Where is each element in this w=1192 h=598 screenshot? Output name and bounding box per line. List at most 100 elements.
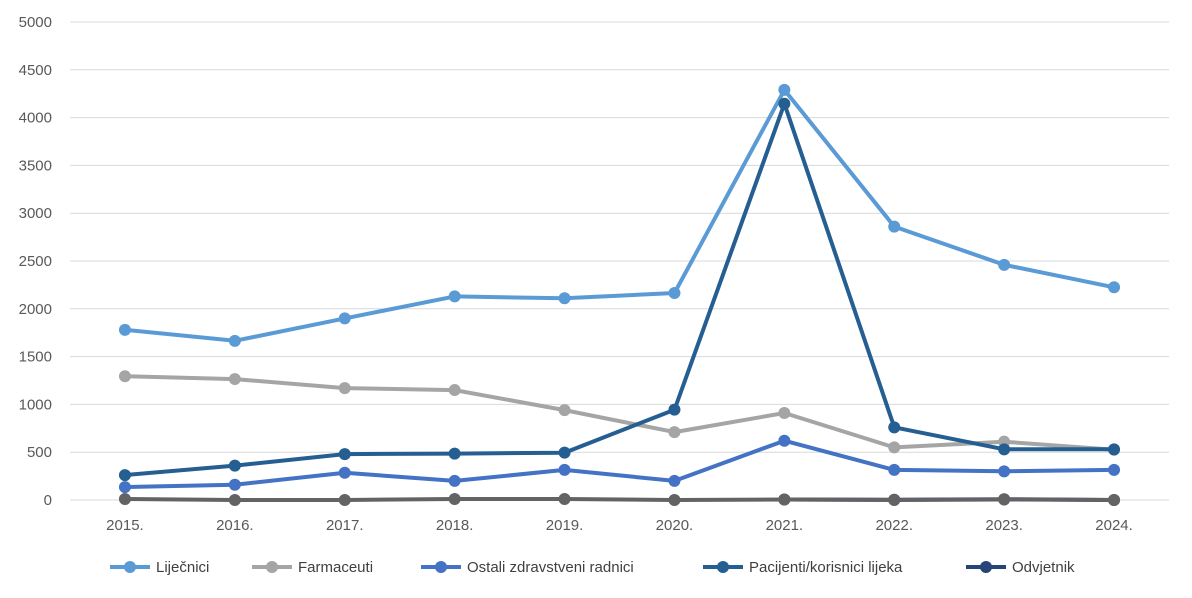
y-tick-label: 5000 [19,14,52,31]
data-point [558,463,571,476]
data-point [778,493,791,506]
x-tick-label: 2023. [985,517,1023,534]
legend-entry: Ostali zdravstveni radnici [421,559,634,576]
data-point [118,323,131,336]
legend-label: Ostali zdravstveni radnici [467,559,634,576]
legend-marker [980,561,992,573]
data-point [1108,281,1121,294]
data-point [778,97,791,110]
x-tick-label: 2024. [1095,517,1133,534]
data-point [338,382,351,395]
data-point [448,290,461,303]
x-axis-tick-labels: 2015. 2016. 2017. 2018. 2019. 2020. 2021. 2022.… [106,517,1133,534]
x-tick-label: 2017. [326,517,364,534]
data-point [1108,463,1121,476]
data-point [998,443,1011,456]
data-point [118,469,131,482]
series-2 [118,434,1121,494]
y-tick-label: 3500 [19,157,52,174]
data-point [668,494,681,506]
series-5 [118,493,1121,506]
y-axis-tick-labels: 0 500 1000 1500 2000 2500 3000 3500 4000 4500 5000 [19,14,52,509]
series-lines [118,83,1121,506]
gridlines [70,21,1169,501]
series-line [123,497,1116,502]
y-tick-label: 0 [44,492,52,509]
legend-entry: Liječnici [110,559,209,576]
legend-entry: Odvjetnik [966,559,1075,576]
x-tick-label: 2021. [766,517,804,534]
y-tick-label: 4500 [19,62,52,79]
legend-marker [266,561,278,573]
data-point [778,434,791,447]
y-tick-label: 4000 [19,110,52,127]
series-0 [118,83,1121,347]
data-point [448,447,461,460]
data-point [998,258,1011,271]
data-point [448,384,461,397]
data-point [118,370,131,383]
x-tick-label: 2016. [216,517,254,534]
data-point [888,463,901,476]
data-point [668,287,681,300]
legend-label: Farmaceuti [298,559,373,576]
data-point [118,481,131,494]
legend-marker [717,561,729,573]
y-tick-label: 1500 [19,349,52,366]
data-point [888,220,901,233]
legend-entry: Farmaceuti [252,559,373,576]
y-tick-label: 3000 [19,205,52,222]
legend-label: Pacijenti/korisnici lijeka [749,559,903,576]
data-point [338,466,351,479]
series-line [123,87,1116,343]
legend-marker [435,561,447,573]
data-point [338,312,351,325]
x-tick-label: 2022. [875,517,913,534]
data-point [228,373,241,386]
legend-label: Odvjetnik [1012,559,1075,576]
data-point [118,493,131,506]
legend-marker [124,561,136,573]
series-line [123,438,1116,490]
data-point [448,474,461,487]
data-point [888,494,901,506]
data-point [778,407,791,420]
data-point [228,459,241,472]
y-tick-label: 2500 [19,253,52,270]
data-point [558,404,571,417]
data-point [228,334,241,347]
data-point [228,494,241,506]
y-tick-label: 2000 [19,301,52,318]
data-point [338,448,351,461]
series-3 [118,97,1121,482]
data-point [778,83,791,96]
data-point [888,421,901,434]
data-point [558,446,571,459]
data-point [668,474,681,487]
series-line [123,101,1116,478]
data-point [338,494,351,506]
legend-entry: Pacijenti/korisnici lijeka [703,559,903,576]
x-tick-label: 2020. [656,517,694,534]
legend-label: Liječnici [156,559,209,576]
series-line [123,374,1116,452]
data-point [668,426,681,439]
legend: Liječnici Farmaceuti Ostali zdravstveni ra… [110,559,1075,576]
data-point [1108,494,1121,506]
data-point [448,493,461,506]
data-point [998,465,1011,478]
x-tick-label: 2015. [106,517,144,534]
data-point [888,441,901,454]
data-point [558,292,571,305]
data-point [228,478,241,491]
data-point [558,493,571,506]
y-tick-label: 500 [27,444,52,461]
y-tick-label: 1000 [19,396,52,413]
data-point [668,403,681,416]
data-point [998,493,1011,506]
x-tick-label: 2019. [546,517,584,534]
data-point [1108,443,1121,456]
series-1 [118,370,1121,456]
x-tick-label: 2018. [436,517,474,534]
